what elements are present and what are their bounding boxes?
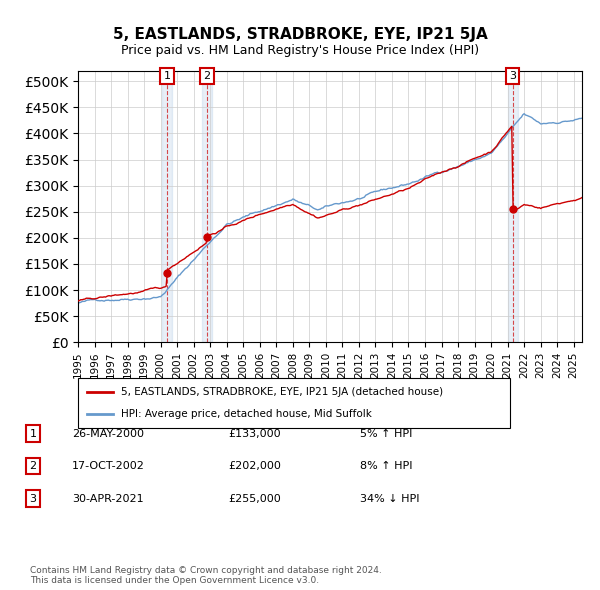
- Bar: [202, 71, 212, 342]
- Text: 3: 3: [29, 494, 37, 503]
- Text: £133,000: £133,000: [228, 429, 281, 438]
- Text: 5, EASTLANDS, STRADBROKE, EYE, IP21 5JA (detached house): 5, EASTLANDS, STRADBROKE, EYE, IP21 5JA …: [121, 386, 443, 396]
- Text: Price paid vs. HM Land Registry's House Price Index (HPI): Price paid vs. HM Land Registry's House …: [121, 44, 479, 57]
- Text: £255,000: £255,000: [228, 494, 281, 503]
- Text: 1: 1: [29, 429, 37, 438]
- Text: 5% ↑ HPI: 5% ↑ HPI: [360, 429, 412, 438]
- Text: 5, EASTLANDS, STRADBROKE, EYE, IP21 5JA: 5, EASTLANDS, STRADBROKE, EYE, IP21 5JA: [113, 27, 487, 41]
- Text: 34% ↓ HPI: 34% ↓ HPI: [360, 494, 419, 503]
- FancyBboxPatch shape: [78, 378, 510, 428]
- Text: 30-APR-2021: 30-APR-2021: [72, 494, 143, 503]
- Text: 26-MAY-2000: 26-MAY-2000: [72, 429, 144, 438]
- Text: 3: 3: [509, 71, 516, 81]
- Text: 17-OCT-2002: 17-OCT-2002: [72, 461, 145, 471]
- Text: £202,000: £202,000: [228, 461, 281, 471]
- Text: 2: 2: [203, 71, 211, 81]
- Text: 8% ↑ HPI: 8% ↑ HPI: [360, 461, 413, 471]
- Text: Contains HM Land Registry data © Crown copyright and database right 2024.: Contains HM Land Registry data © Crown c…: [30, 566, 382, 575]
- Bar: [162, 71, 172, 342]
- Text: HPI: Average price, detached house, Mid Suffolk: HPI: Average price, detached house, Mid …: [121, 409, 372, 419]
- Bar: [508, 71, 518, 342]
- Text: 2: 2: [29, 461, 37, 471]
- Text: 1: 1: [164, 71, 171, 81]
- Text: This data is licensed under the Open Government Licence v3.0.: This data is licensed under the Open Gov…: [30, 576, 319, 585]
